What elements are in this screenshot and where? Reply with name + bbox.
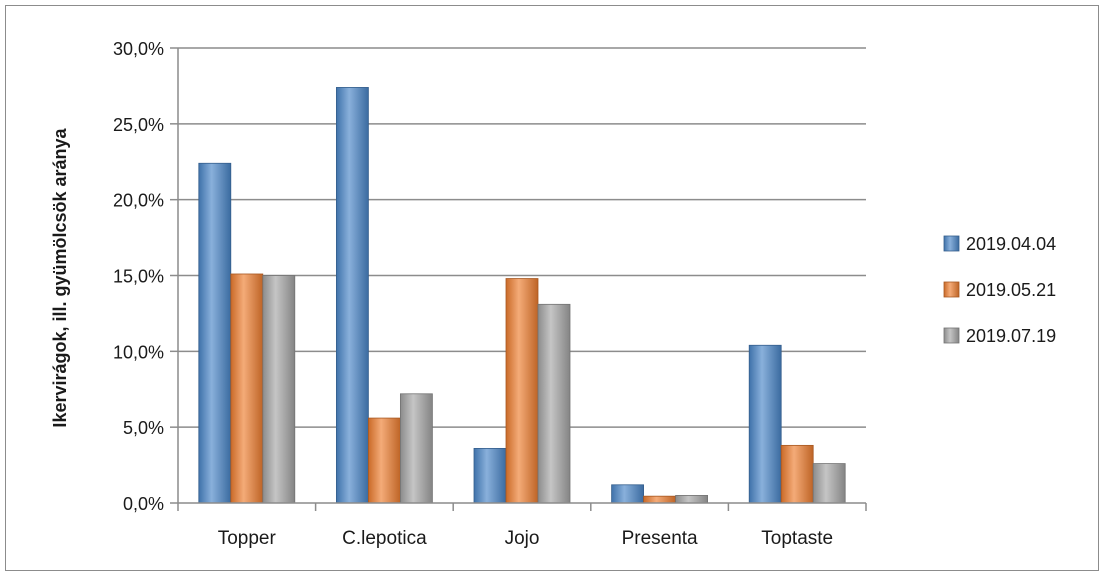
category-label: Presenta (622, 528, 698, 549)
bar-toptaste-0 (748, 344, 782, 504)
bar-jojo-0 (473, 447, 507, 504)
bar-jojo-1 (505, 278, 539, 504)
category-labels: Topper C.lepotica Jojo Presenta Toptaste (218, 528, 833, 549)
legend-swatch (943, 327, 960, 344)
bars (198, 87, 846, 504)
legend-label: 2019.04.04 (966, 234, 1056, 254)
bar-presenta-0 (611, 484, 644, 504)
x-axis (177, 502, 867, 511)
legend-swatch (943, 281, 960, 298)
category-label: Topper (218, 528, 277, 549)
y-tick-label: 30,0% (113, 39, 164, 59)
legend-label: 2019.05.21 (966, 280, 1056, 300)
category-label: Jojo (505, 528, 540, 549)
bar-toptaste-1 (780, 444, 814, 504)
bar-c-lepotica-1 (367, 417, 401, 504)
bar-c-lepotica-2 (399, 393, 433, 504)
y-tick-label: 10,0% (113, 342, 164, 362)
bar-presenta-2 (675, 495, 708, 504)
category-label: C.lepotica (342, 528, 427, 549)
bar-topper-2 (262, 275, 296, 504)
legend-label: 2019.07.19 (966, 326, 1056, 346)
bar-jojo-2 (537, 303, 571, 504)
bar-toptaste-2 (812, 463, 846, 504)
y-tick-label: 20,0% (113, 191, 164, 211)
y-tick-label: 5,0% (123, 418, 164, 438)
legend-swatch (943, 235, 960, 252)
y-tick-label: 15,0% (113, 267, 164, 287)
bar-presenta-1 (643, 495, 676, 504)
legend: 2019.04.04 2019.05.21 2019.07.19 (943, 234, 1056, 346)
y-tick-label: 25,0% (113, 115, 164, 135)
y-axis-label: Ikervirágok, ill. gyümölcsök aránya (50, 127, 70, 427)
bar-topper-1 (230, 273, 264, 504)
y-tick-labels: 0,0% 5,0% 10,0% 15,0% 20,0% 25,0% 30,0% (113, 39, 164, 514)
bar-c-lepotica-0 (335, 87, 369, 504)
y-tick-label: 0,0% (123, 494, 164, 514)
category-label: Toptaste (761, 528, 833, 549)
bar-topper-0 (198, 162, 232, 504)
